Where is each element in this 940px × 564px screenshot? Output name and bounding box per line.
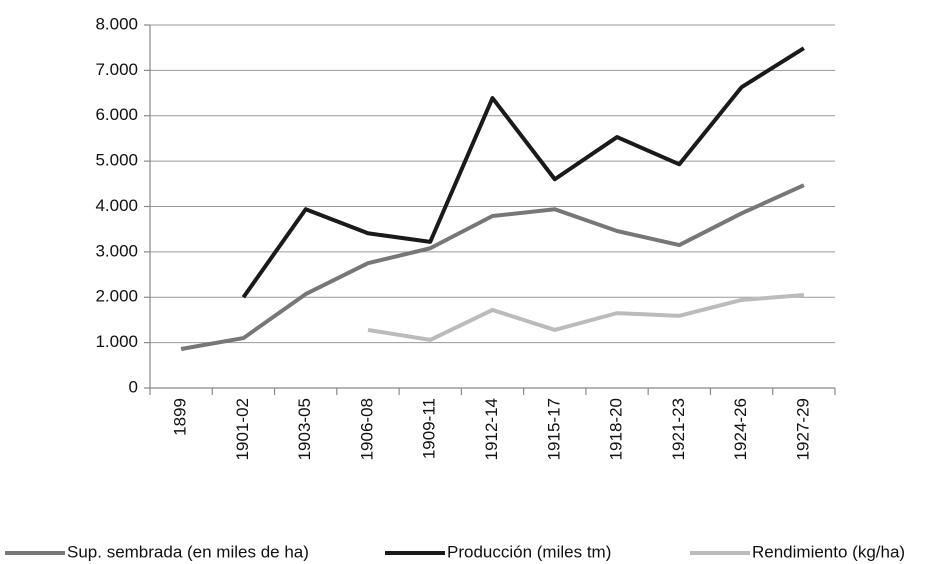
series-line (367, 292, 805, 342)
y-tick-label: 0 (129, 377, 138, 396)
x-tick-label: 1915-17 (544, 398, 563, 460)
y-tick-label: 2.000 (95, 287, 138, 306)
y-tick-label: 8.000 (95, 14, 138, 33)
y-tick-label: 1.000 (95, 332, 138, 351)
y-tick-label: 6.000 (95, 105, 138, 124)
y-tick-label: 5.000 (95, 151, 138, 170)
x-tick-label: 1906-08 (357, 398, 376, 460)
x-tick-label: 1899 (171, 398, 190, 436)
series-line (180, 183, 805, 351)
y-tick-label: 4.000 (95, 196, 138, 215)
y-tick-label: 7.000 (95, 60, 138, 79)
x-tick-label: 1909-11 (420, 398, 439, 459)
series-line (241, 46, 805, 299)
x-tick-label: 1924-26 (731, 398, 750, 460)
x-tick-label: 1918-20 (607, 398, 626, 460)
x-tick-label: 1927-29 (793, 398, 812, 460)
y-tick-label: 3.000 (95, 241, 138, 260)
legend-label: Rendimiento (kg/ha) (752, 542, 905, 561)
x-tick-label: 1901-02 (233, 398, 252, 460)
legend-label: Sup. sembrada (en miles de ha) (67, 542, 309, 561)
legend-label: Producción (miles tm) (447, 542, 611, 561)
x-tick-label: 1921-23 (669, 398, 688, 460)
x-tick-label: 1903-05 (295, 398, 314, 460)
x-tick-label: 1912-14 (482, 398, 501, 460)
